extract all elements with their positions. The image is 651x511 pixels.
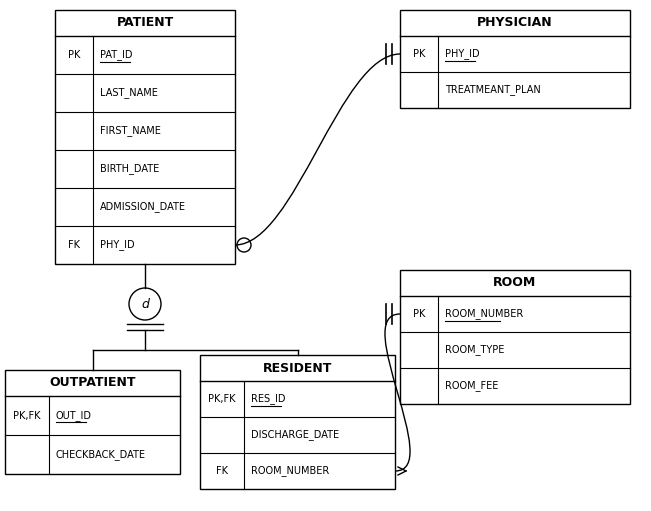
Text: d: d: [141, 297, 149, 311]
Text: FK: FK: [68, 240, 80, 250]
Text: PHYSICIAN: PHYSICIAN: [477, 16, 553, 30]
Text: OUT_ID: OUT_ID: [56, 410, 92, 421]
Text: BIRTH_DATE: BIRTH_DATE: [100, 164, 159, 174]
Text: PAT_ID: PAT_ID: [100, 50, 133, 60]
Bar: [400, 10, 630, 108]
Text: FIRST_NAME: FIRST_NAME: [100, 126, 161, 136]
Text: PK: PK: [413, 49, 425, 59]
Text: PK,FK: PK,FK: [208, 394, 236, 404]
Text: ADMISSION_DATE: ADMISSION_DATE: [100, 201, 186, 213]
Text: ROOM_TYPE: ROOM_TYPE: [445, 344, 505, 356]
Text: ROOM_NUMBER: ROOM_NUMBER: [251, 466, 329, 476]
Text: PHY_ID: PHY_ID: [100, 240, 135, 250]
Text: DISCHARGE_DATE: DISCHARGE_DATE: [251, 430, 339, 440]
Bar: [400, 270, 630, 404]
Text: ROOM: ROOM: [493, 276, 536, 290]
Text: TREATMEANT_PLAN: TREATMEANT_PLAN: [445, 84, 541, 96]
Text: PK,FK: PK,FK: [13, 410, 41, 421]
Text: LAST_NAME: LAST_NAME: [100, 87, 158, 99]
Text: PHY_ID: PHY_ID: [445, 49, 480, 59]
Bar: [5, 370, 180, 474]
Text: PK: PK: [413, 309, 425, 319]
Text: PATIENT: PATIENT: [117, 16, 174, 30]
Text: CHECKBACK_DATE: CHECKBACK_DATE: [56, 449, 146, 460]
Text: OUTPATIENT: OUTPATIENT: [49, 377, 136, 389]
Text: RESIDENT: RESIDENT: [263, 361, 332, 375]
Text: FK: FK: [216, 466, 228, 476]
Bar: [200, 355, 395, 489]
Text: RES_ID: RES_ID: [251, 393, 286, 404]
Text: PK: PK: [68, 50, 80, 60]
Text: ROOM_FEE: ROOM_FEE: [445, 381, 499, 391]
Text: ROOM_NUMBER: ROOM_NUMBER: [445, 309, 523, 319]
Bar: [55, 10, 235, 264]
